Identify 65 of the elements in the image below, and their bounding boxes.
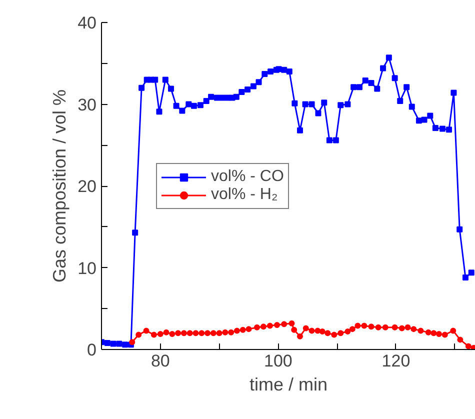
- point: [180, 330, 187, 336]
- point: [398, 325, 405, 332]
- x-tick-label: 120: [382, 352, 410, 370]
- point: [175, 330, 182, 336]
- point: [430, 330, 437, 336]
- point: [291, 326, 298, 333]
- point: [392, 324, 398, 330]
- point: [254, 324, 260, 330]
- point: [281, 321, 288, 328]
- x-tick-label: 80: [150, 352, 170, 370]
- point: [246, 326, 252, 332]
- point: [192, 330, 199, 336]
- y-axis-title: Gas composition / vol %: [50, 89, 70, 283]
- y-tick-label: 10: [78, 258, 97, 278]
- point: [129, 339, 136, 346]
- point: [442, 332, 448, 338]
- point: [324, 330, 331, 336]
- point: [319, 328, 326, 335]
- point: [465, 343, 472, 350]
- point: [234, 328, 240, 334]
- point: [302, 325, 309, 332]
- legend-label: vol% - CO: [211, 168, 284, 186]
- point: [308, 328, 315, 334]
- point: [382, 324, 388, 330]
- point: [368, 324, 374, 330]
- point: [410, 326, 417, 332]
- point: [425, 329, 432, 336]
- point: [169, 330, 176, 337]
- point: [157, 330, 164, 337]
- point: [198, 330, 205, 336]
- point: [222, 329, 228, 336]
- point: [361, 322, 368, 329]
- y-tick-label: 0: [87, 340, 97, 360]
- point: [404, 324, 411, 330]
- point: [349, 326, 356, 332]
- point: [344, 328, 351, 335]
- point: [338, 330, 344, 336]
- x-axis-title: time / min: [249, 374, 328, 394]
- point: [240, 326, 246, 333]
- point: [204, 330, 211, 336]
- y-tick-label: 30: [78, 95, 97, 114]
- point: [210, 330, 216, 336]
- point: [163, 329, 170, 336]
- point: [375, 324, 382, 330]
- legend-label: vol% - H₂: [211, 186, 278, 204]
- point: [216, 330, 222, 336]
- point: [143, 328, 150, 334]
- point: [266, 322, 273, 329]
- point: [418, 328, 424, 334]
- point: [288, 320, 295, 326]
- point: [296, 333, 303, 340]
- point: [260, 324, 266, 330]
- point: [136, 332, 142, 338]
- point: [450, 328, 456, 334]
- point: [331, 332, 338, 338]
- point: [457, 336, 464, 343]
- point: [274, 322, 280, 328]
- point: [186, 330, 193, 336]
- x-tick-label: 100: [264, 352, 292, 370]
- point: [228, 329, 234, 336]
- point: [354, 322, 361, 329]
- point: [150, 332, 157, 338]
- point: [436, 330, 442, 337]
- y-tick-label: 20: [78, 177, 97, 196]
- y-tick-label: 40: [78, 14, 97, 32]
